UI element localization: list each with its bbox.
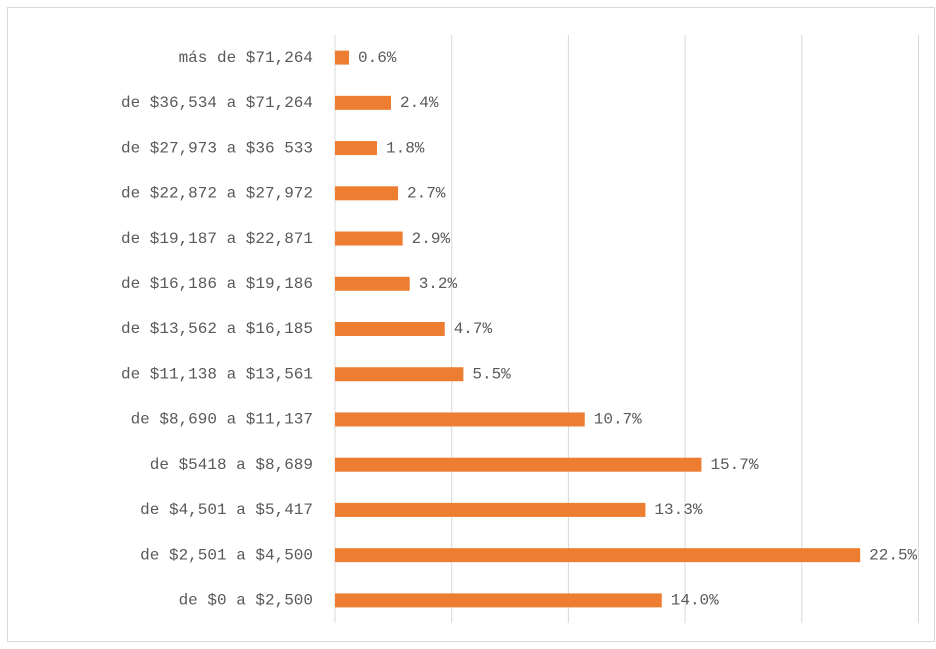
bar: [335, 276, 410, 291]
data-label: 10.7%: [594, 411, 642, 429]
data-label: 22.5%: [869, 546, 917, 564]
chart-border: [7, 7, 935, 642]
bar: [335, 367, 464, 382]
data-label: 3.2%: [419, 275, 458, 293]
bar: [335, 186, 399, 201]
bar: [335, 322, 445, 336]
y-tick-label: de $2,501 a $4,500: [140, 546, 313, 564]
y-tick-label: de $5418 a $8,689: [150, 456, 313, 474]
data-label: 15.7%: [710, 456, 758, 474]
bar: [335, 457, 702, 472]
y-tick-label: de $13,562 a $16,185: [121, 320, 313, 338]
y-tick-label: de $22,872 a $27,972: [121, 185, 313, 203]
bar: [335, 412, 585, 427]
data-label: 14.0%: [671, 592, 719, 610]
bar: [335, 95, 392, 110]
y-tick-label: de $8,690 a $11,137: [131, 411, 313, 429]
data-label: 2.7%: [407, 185, 446, 203]
bar: [335, 141, 378, 156]
y-tick-label: de $0 a $2,500: [179, 592, 313, 610]
y-tick-label: de $16,186 a $19,186: [121, 275, 313, 293]
data-label: 1.8%: [386, 139, 425, 157]
data-label: 2.9%: [412, 230, 451, 248]
data-label: 13.3%: [654, 501, 702, 519]
data-label: 4.7%: [454, 320, 493, 338]
data-label: 0.6%: [358, 49, 397, 67]
y-tick-label: de $36,534 a $71,264: [121, 94, 313, 112]
y-tick-label: de $27,973 a $36 533: [121, 139, 313, 157]
bar: [335, 593, 662, 608]
bar: [335, 548, 861, 563]
y-tick-label: de $11,138 a $13,561: [121, 365, 313, 383]
data-label: 5.5%: [472, 365, 511, 383]
y-tick-label: más de $71,264: [179, 49, 313, 67]
y-tick-label: de $4,501 a $5,417: [140, 501, 313, 519]
bar: [335, 502, 646, 517]
bar: [335, 50, 350, 65]
y-tick-label: de $19,187 a $22,871: [121, 230, 313, 248]
bar: [335, 231, 403, 246]
data-label: 2.4%: [400, 94, 439, 112]
